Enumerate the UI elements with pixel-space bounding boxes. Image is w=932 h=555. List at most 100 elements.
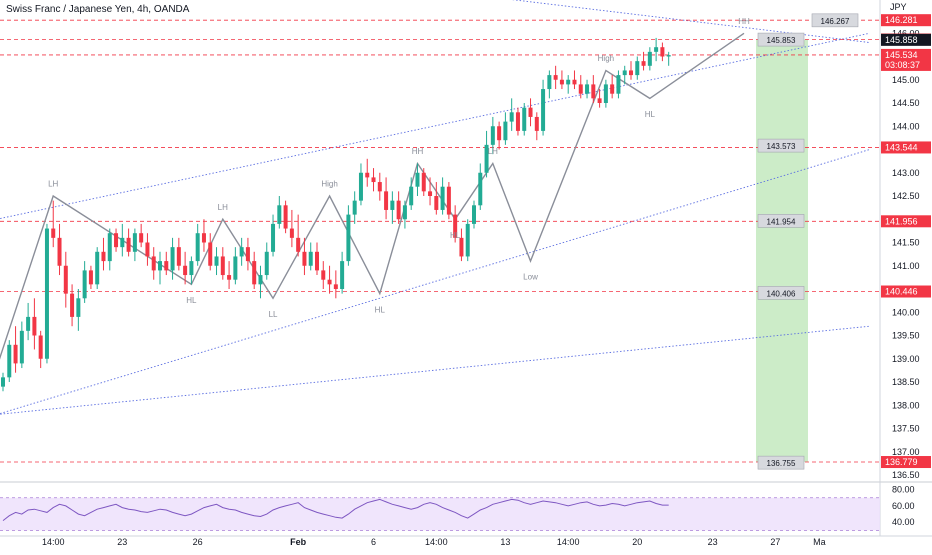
candle-body (308, 251, 313, 266)
x-axis-tick-label: 13 (500, 537, 510, 547)
target-label-box (757, 138, 805, 153)
y-axis-tick-label: 146.00 (892, 28, 920, 38)
candle-body (44, 228, 49, 359)
candle-body (233, 256, 238, 280)
candle-body (252, 261, 257, 285)
candle-body (126, 237, 131, 252)
candle-body (176, 247, 181, 266)
candle-body (472, 205, 476, 224)
rsi-tick-label: 40.00 (892, 517, 915, 527)
candle-body (271, 223, 276, 252)
candle-body (158, 261, 162, 271)
swing-label: LH (218, 203, 228, 212)
chart-title: Swiss Franc / Japanese Yen, 4h, OANDA (6, 4, 190, 15)
candle-body (585, 84, 590, 94)
candle-body (478, 172, 483, 206)
target-label-text: 145.853 (767, 36, 796, 45)
projection-zone (756, 39, 808, 463)
target-label-text: 140.406 (767, 289, 796, 298)
candle-body (352, 200, 357, 215)
y-axis-tick-label: 137.50 (892, 424, 920, 434)
candle-body (95, 251, 100, 285)
price-tag (881, 48, 931, 71)
y-axis-tick-label: 138.00 (892, 400, 920, 410)
rsi-tick-label: 60.00 (892, 501, 915, 511)
x-axis-tick-label: 6 (371, 537, 376, 547)
swing-label: HH (412, 147, 424, 156)
candle-body (484, 144, 489, 173)
candle-body (415, 172, 420, 187)
target-label-box (757, 455, 805, 470)
candle-body (220, 256, 225, 276)
y-axis-tick-label: 139.50 (892, 331, 920, 341)
y-axis-tick-label: 142.50 (892, 191, 920, 201)
swing-label: HL (375, 305, 386, 314)
price-tag-text: 141.956 (885, 216, 918, 226)
candle-body (70, 293, 75, 317)
y-axis-tick-label: 144.00 (892, 121, 920, 131)
candle-body (189, 261, 194, 276)
rsi-line (2, 498, 669, 521)
price-tag (881, 33, 931, 46)
swing-label: LH (48, 180, 58, 189)
candle-body (434, 196, 439, 210)
target-label-text: 146.267 (821, 17, 850, 26)
price-tag-text: 145.534 (885, 50, 918, 60)
candle-body (654, 47, 659, 52)
swing-label: Low (523, 273, 538, 282)
candle-body (340, 261, 345, 289)
candle-body (82, 270, 87, 299)
candle-body (641, 61, 646, 66)
y-axis-tick-label: 137.00 (892, 447, 920, 457)
candle-body (139, 233, 144, 243)
candle-body (647, 51, 652, 66)
candle-body (503, 121, 508, 141)
candle-body (26, 316, 31, 331)
candle-body (365, 172, 370, 178)
y-axis-tick-label: 138.50 (892, 377, 920, 387)
price-tag (881, 141, 931, 154)
candle-body (666, 55, 671, 57)
candle-body (258, 275, 263, 285)
y-axis-tick-label: 141.50 (892, 238, 920, 248)
x-axis-tick-label: 23 (117, 537, 127, 547)
candle-body (38, 335, 43, 359)
swing-label: High (598, 54, 614, 63)
price-tag-text: 136.779 (885, 457, 918, 467)
candle-body (603, 84, 608, 103)
trend-line (0, 149, 870, 415)
candle-body (515, 112, 520, 131)
candle-body (566, 79, 571, 85)
candle-body (63, 265, 68, 294)
candle-body (296, 237, 301, 252)
candle-body (660, 47, 665, 57)
candle-body (264, 251, 269, 276)
candle-body (522, 107, 527, 131)
candle-body (541, 89, 546, 131)
target-label-box (811, 13, 859, 28)
price-tag-text: 143.544 (885, 142, 918, 152)
candle-body (616, 75, 621, 94)
candle-body (528, 107, 533, 117)
x-axis-tick-label: 20 (632, 537, 642, 547)
candle-body (553, 75, 558, 80)
candle-body (390, 200, 395, 210)
candle-body (88, 270, 93, 285)
x-axis-tick-label: 14:00 (557, 537, 580, 547)
price-tag-text: 146.281 (885, 15, 918, 25)
candle-body (7, 344, 12, 378)
candle-body (327, 279, 332, 285)
candle-body (32, 316, 37, 336)
candle-body (145, 242, 150, 257)
candle-body (465, 223, 470, 257)
candle-body (170, 247, 175, 271)
x-axis-tick-label: Ma (813, 537, 826, 547)
candle-body (402, 205, 407, 220)
candle-body (534, 116, 539, 131)
swing-label: High (321, 180, 337, 189)
candle-body (195, 233, 200, 262)
candle-body (358, 172, 363, 201)
candle-body (396, 200, 401, 220)
